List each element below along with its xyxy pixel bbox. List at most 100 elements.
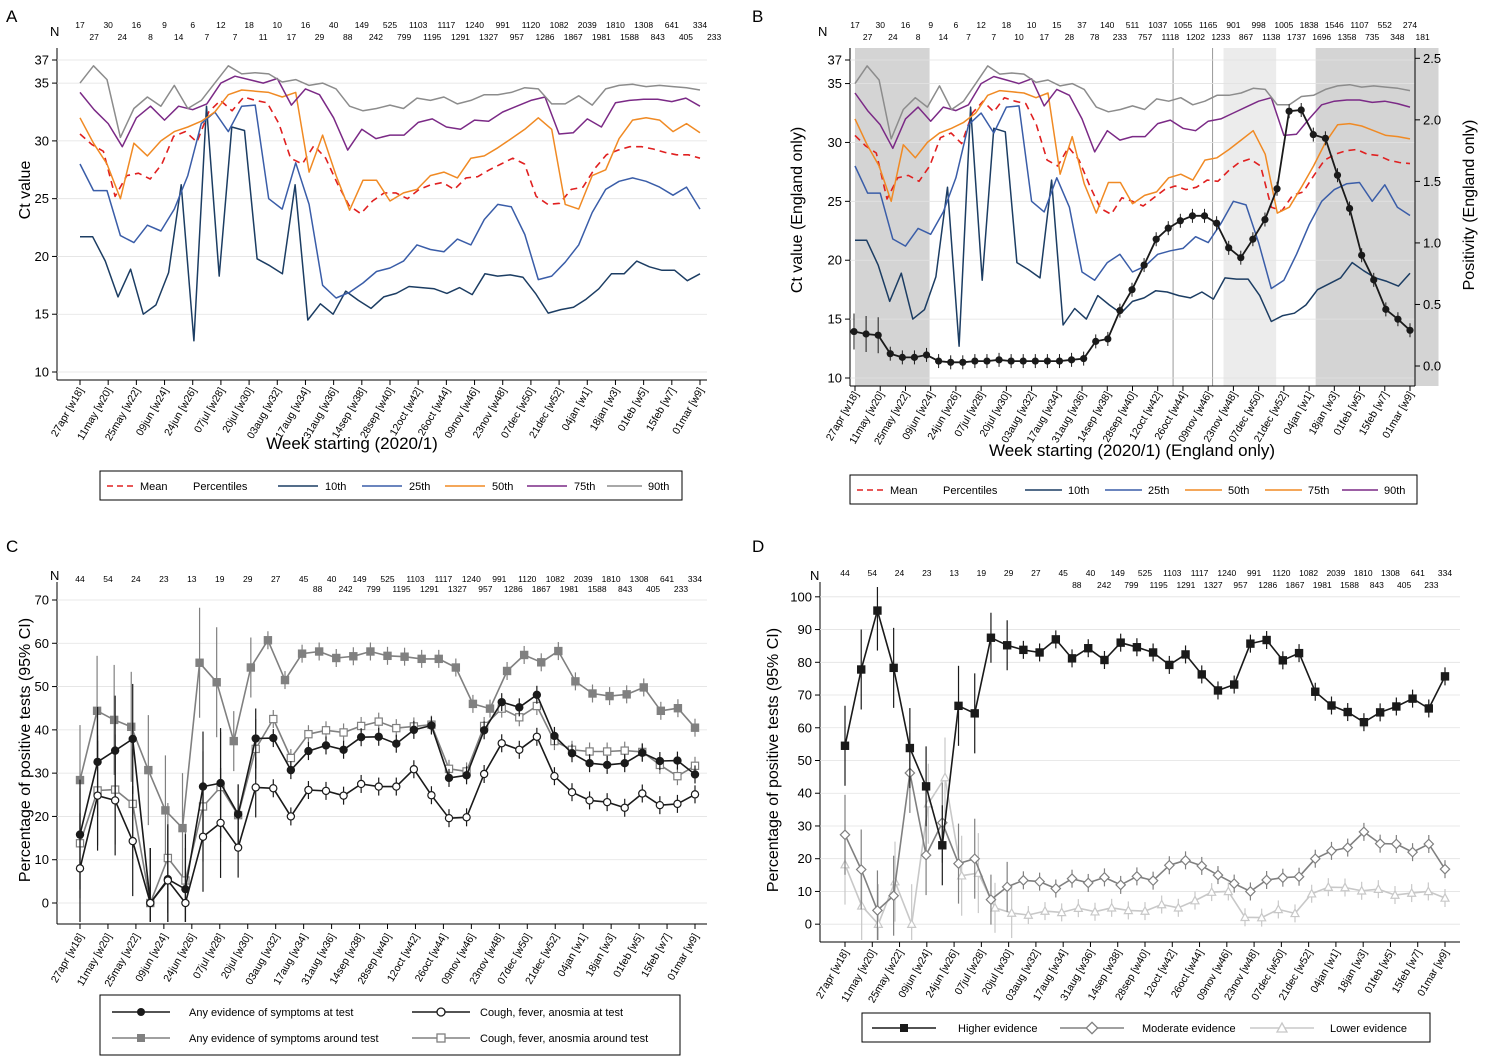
series-moderate-marker [1228,878,1240,890]
series-c3-marker [349,652,358,661]
positivity-point [1116,307,1124,315]
series-c4-marker [620,746,629,755]
legend-c-s3-label: Any evidence of symptoms around test [189,1033,379,1045]
series-c1-marker [673,756,682,765]
n-count-top: 1240 [1217,568,1236,578]
legend-b-p10-label: 10th [1068,485,1089,497]
series-lower-marker [873,918,884,928]
series-c1-marker [550,731,559,741]
n-count-bottom: 242 [338,584,352,594]
series-c3-marker [366,647,375,656]
n-count-top: 991 [492,574,506,584]
n-count-top: 24 [131,574,141,584]
series-higher-marker [921,782,931,791]
series-moderate-marker [1423,838,1435,850]
n-count-top: 18 [1002,20,1012,30]
series-c1-marker [374,732,383,741]
legend-c-s2-label: Cough, fever, anosmia at test [480,1007,623,1019]
n-count-top: 1810 [602,574,621,584]
series-c3-marker [400,652,409,661]
n-count-top: 991 [496,20,510,30]
n-count-bottom: 843 [618,584,632,594]
series-lower-marker [1173,902,1184,912]
series-lower-marker [1056,906,1067,917]
legend-d-s2-marker [1085,1021,1099,1035]
n-count-top: 17 [75,20,85,30]
n-count-top: 1107 [1350,20,1369,30]
n-count-top: 54 [868,568,878,578]
series-c2-marker [427,791,436,800]
y-tick-label: 25 [828,194,842,209]
y-tick-label: 30 [35,133,49,148]
series-c2-marker [392,782,401,791]
series-c3-marker [280,675,290,685]
positivity-point [983,357,991,365]
n-count-top: 44 [840,568,850,578]
legend-c-s4-label: Cough, fever, anosmia around test [480,1033,648,1045]
n-count-top: 2039 [578,20,597,30]
series-lower-marker [1223,885,1234,896]
series-lower-marker [1206,886,1217,896]
n-count-top: 16 [301,20,311,30]
series-c3-marker [519,650,529,660]
y2-tick-label: 0.5 [1423,297,1441,312]
legend-b-mean-label: Mean [890,485,918,497]
n-count-top: 149 [355,20,369,30]
n-count-bottom: 1138 [1262,32,1281,42]
n-count-bottom: 1327 [1204,580,1223,590]
positivity-point [1406,326,1414,334]
series-higher-marker [1197,670,1206,679]
series-c2-marker [673,799,682,809]
positivity-point [1237,254,1245,262]
n-count-top: 17 [850,20,860,30]
series-c2-marker [304,785,313,795]
n-count-top: 2039 [1326,568,1345,578]
positivity-point [1382,305,1390,313]
y-tick-label: 50 [35,679,49,694]
series-moderate-marker [1163,859,1175,871]
panel-c-ylabel: Percentage of positive tests (95% CI) [17,618,34,882]
n-count-bottom: 78 [1090,32,1100,42]
n-count-bottom: 757 [1138,32,1152,42]
series-c2-line [79,735,696,904]
legend-a-p25-label: 25th [409,481,430,493]
series-c4-marker [321,726,331,735]
series-c3-marker [502,666,512,676]
n-count-bottom: 1588 [588,584,607,594]
n-count-top: 1082 [1299,568,1318,578]
series-10th-line [80,105,701,342]
n-count-top: 1810 [1354,568,1373,578]
positivity-point [1345,204,1354,213]
series-c1-marker [128,734,137,744]
series-c2-marker [515,745,524,754]
series-c3-marker [485,704,495,713]
series-higher-marker [1084,644,1093,653]
positivity-point [1394,315,1402,323]
series-higher-marker [1132,643,1142,652]
n-count-top: 1120 [1272,568,1291,578]
series-c1-marker [339,745,348,754]
positivity-point [1164,224,1172,232]
positivity-point [910,353,919,361]
series-c4-marker [374,717,383,726]
series-lower-marker [1389,889,1401,899]
n-count-bottom: 867 [1239,32,1253,42]
n-count-top: 13 [949,568,959,578]
n-count-top: 13 [187,574,197,584]
series-higher-marker [938,841,947,850]
n-count-top: 1810 [606,20,625,30]
y-tick-label: 30 [798,818,812,833]
positivity-point [1007,357,1015,365]
panel-b-n-label: N [818,24,827,39]
series-lower-marker [1306,888,1317,898]
n-count-bottom: 1286 [504,584,523,594]
series-c3-marker [605,691,614,701]
series-higher-marker [1019,645,1028,655]
series-c3-marker [178,823,187,833]
y-tick-label: 70 [798,688,812,703]
positivity-point [898,353,906,361]
n-count-top: 641 [1411,568,1425,578]
n-count-top: 1005 [1274,20,1293,30]
n-count-bottom: 1981 [560,584,579,594]
